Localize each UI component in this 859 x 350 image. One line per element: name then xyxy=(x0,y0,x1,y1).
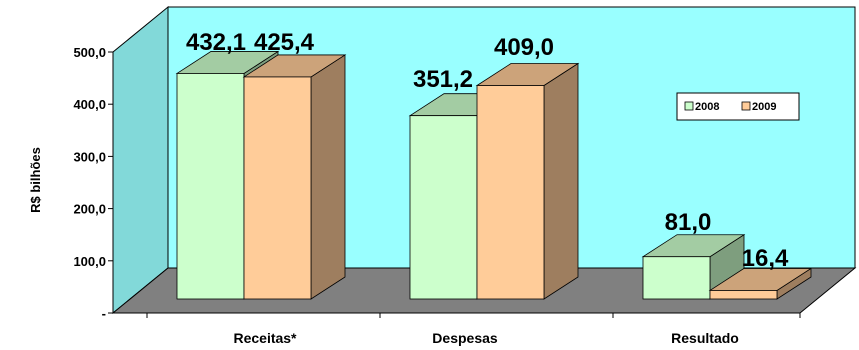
legend-label: 2009 xyxy=(752,101,776,113)
legend-swatch-2008 xyxy=(684,101,694,111)
y-tick-label: - xyxy=(102,306,106,321)
bar-side xyxy=(543,62,579,300)
chart-bars xyxy=(175,50,813,300)
data-label: 425,4 xyxy=(254,29,315,56)
legend-box xyxy=(676,92,800,121)
y-tick-label: 400,0 xyxy=(73,97,106,112)
y-axis-label: R$ bilhões xyxy=(28,147,43,213)
bar-2008 xyxy=(409,115,478,300)
side-wall xyxy=(112,5,169,315)
bar-2008 xyxy=(642,256,711,300)
legend-swatch-2009 xyxy=(741,101,751,111)
x-tick-label: Receitas* xyxy=(233,330,297,346)
data-label: 81,0 xyxy=(665,209,712,236)
chart-axes: - 100,0 200,0 300,0 400,0 500,0 Receitas* Despe… xyxy=(73,45,801,346)
bar-2009 xyxy=(476,85,545,300)
y-tick-label: 200,0 xyxy=(73,202,106,217)
y-tick-label: 300,0 xyxy=(73,149,106,164)
legend-label: 2008 xyxy=(695,101,719,113)
data-label: 16,4 xyxy=(742,245,789,272)
bar-2009 xyxy=(243,76,312,300)
data-label: 351,2 xyxy=(413,66,473,93)
data-label: 409,0 xyxy=(494,34,554,61)
x-tick-label: Despesas xyxy=(432,330,498,346)
data-label: 432,1 xyxy=(186,29,246,56)
bar-2009 xyxy=(709,290,778,300)
y-tick-label: 100,0 xyxy=(73,254,106,269)
chart-legend: 2008 2009 xyxy=(676,92,800,121)
x-tick-label: Resultado xyxy=(671,330,739,346)
bar-2008 xyxy=(176,73,245,300)
y-tick-label: 500,0 xyxy=(73,45,106,60)
bar-side xyxy=(310,54,346,300)
chart-data-labels: 432,1 425,4 351,2 409,0 81,0 16,4 xyxy=(186,29,789,272)
